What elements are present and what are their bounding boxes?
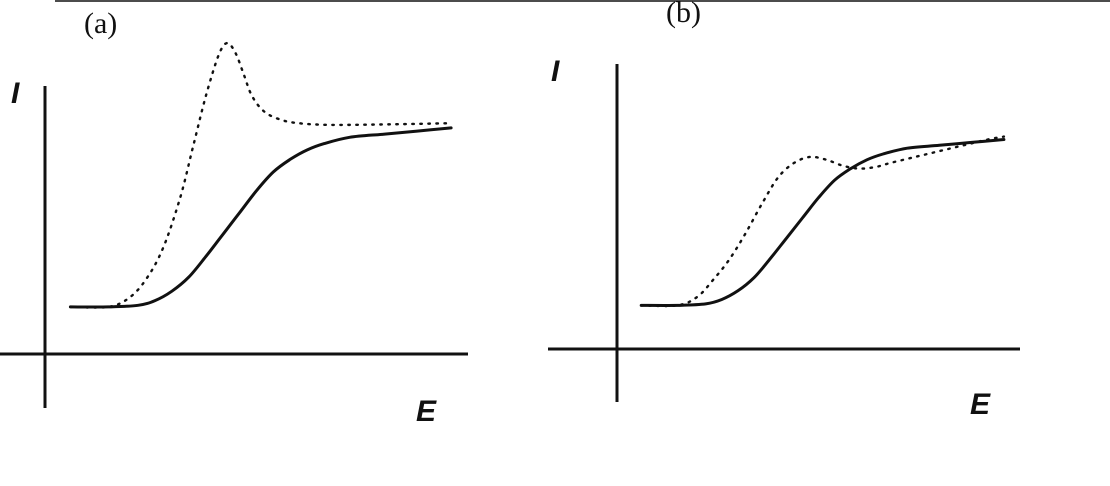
panel-a-x-axis-label: E — [416, 395, 437, 428]
panel-a-plot — [68, 41, 453, 309]
panel-a: (a) I E — [0, 7, 468, 428]
panel-b-dotted-curve — [640, 135, 1006, 308]
panel-a-dotted-curve — [69, 41, 453, 309]
panel-b-solid-curve — [639, 138, 1006, 307]
panel-b: (b) I E — [548, 0, 1020, 421]
panel-a-y-axis-label: I — [11, 77, 20, 110]
panel-b-label: (b) — [666, 0, 701, 29]
panel-a-label: (a) — [84, 7, 117, 40]
panel-b-y-axis-label: I — [551, 55, 560, 88]
panel-b-plot — [639, 135, 1006, 308]
panel-b-x-axis-label: E — [970, 388, 991, 421]
panel-a-solid-curve — [68, 126, 453, 309]
